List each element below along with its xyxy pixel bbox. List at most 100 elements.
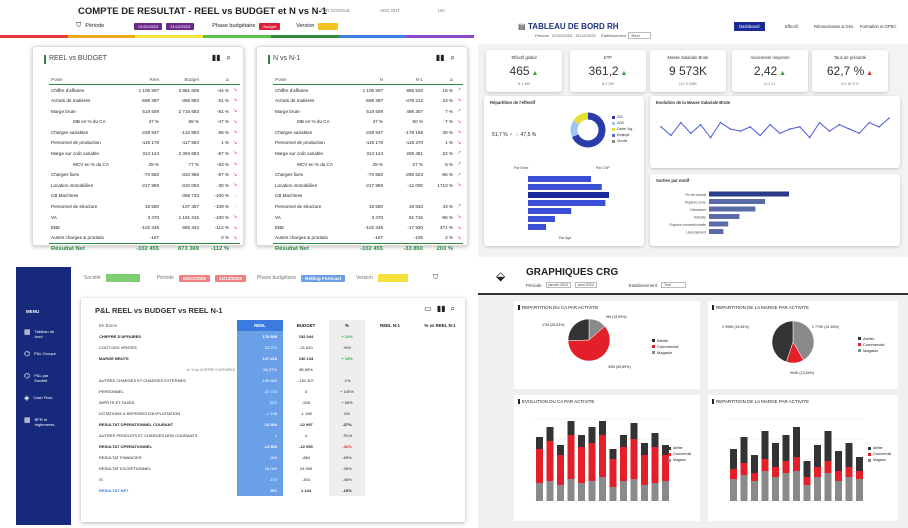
search-icon[interactable]: ⌕ xyxy=(450,53,455,62)
bar-chart-icon[interactable]: ▮▮ xyxy=(211,53,221,62)
date-from[interactable]: janvier 2023 xyxy=(545,282,572,288)
date-to[interactable]: 31/12/2025 xyxy=(214,274,246,282)
bar-segment xyxy=(845,477,853,501)
version-select[interactable] xyxy=(377,274,408,282)
reel-n1-cell xyxy=(365,419,415,430)
legend-swatch xyxy=(612,115,615,119)
phase-select[interactable]: Rolling Forecast xyxy=(301,274,346,282)
nav-dashboard[interactable]: Dashboard xyxy=(734,22,765,31)
date-to[interactable]: 31/12/2024 xyxy=(166,22,195,30)
total-cell xyxy=(455,243,464,255)
etab-select[interactable]: Réel xyxy=(628,32,651,39)
nav-formation[interactable]: Formation et GPEC xyxy=(860,24,897,29)
cell-value: 486 307 xyxy=(406,108,423,114)
date-to[interactable]: 31/12/2023 xyxy=(575,33,596,38)
sidebar-item[interactable]: ▦ BFR et règlements xyxy=(24,417,61,427)
reel-n1-cell xyxy=(365,485,415,496)
masse-point xyxy=(789,128,791,130)
bar-segment xyxy=(578,435,585,447)
societe-select[interactable] xyxy=(105,274,140,282)
legend-label: Atelier xyxy=(673,446,683,450)
bar-segment xyxy=(803,485,811,501)
trend-icon: ↘ xyxy=(233,108,238,115)
table-row: MB en % du CA 47 % 88 % -47 % ↘ xyxy=(49,116,240,127)
legend-swatch xyxy=(858,336,861,340)
sidebar-item[interactable]: ⌬ P&L Groupe xyxy=(24,351,60,358)
legend-label: Magasin xyxy=(863,347,879,353)
hr-dashboard-quadrant: ▤ TABLEAU DE BORD RH Période 01/01/2023 … xyxy=(478,0,908,257)
sortie-label: Fin de contrat xyxy=(685,193,706,197)
pct-n1-cell xyxy=(415,463,465,474)
cell-value: 3 470 xyxy=(147,214,160,220)
pct-n1-cell xyxy=(415,419,465,430)
pie-label: 904K (13,54%) xyxy=(790,371,814,375)
row-label: AUTRES PRODUITS ET CHARGES NON COURANTS xyxy=(99,433,198,438)
pnl-groupe-quadrant: MENU ▦ Tableau de bord ⌬ P&L Groupe ⌬ P&L par… xyxy=(0,263,474,528)
date-from[interactable]: 01/01/2025 xyxy=(178,274,210,282)
table-row: MARGE BRUTE 147 416 130 134 + 13% xyxy=(97,353,465,364)
header-link-1[interactable]: TDR GOOGLE xyxy=(320,8,351,13)
pnl-quadrant: COMPTE DE RESULTAT - REEL vs BUDGET et N… xyxy=(0,0,474,257)
date-to[interactable]: avril 2023 xyxy=(575,282,597,288)
kpi-label: Effectif global xyxy=(511,55,537,60)
periode-label: Période xyxy=(156,275,174,281)
panel-title: EVOLUTION DU CA PAR ACTIVITE xyxy=(517,399,595,404)
pct-cell: +6% xyxy=(329,342,365,353)
header-link-3[interactable]: IXII xyxy=(438,8,445,13)
trend-icon: ↘ xyxy=(457,97,462,104)
reel-vs-budget-card: REEL vs BUDGET ▮▮ ⌕ Poste Réel Budget Δ Chiff… xyxy=(32,46,244,255)
trend-icon: ↗ xyxy=(457,171,462,178)
calendar-icon[interactable]: ▭ xyxy=(424,304,432,313)
divider xyxy=(478,293,908,295)
sidebar-item[interactable]: ▦ Tableau de bord xyxy=(24,329,61,339)
sortie-bar xyxy=(709,229,724,234)
header-link-2[interactable]: ADS OUT xyxy=(380,8,401,13)
row-label: AUTRES CHARGES ET CHARGES EXTERNES xyxy=(99,378,186,383)
sortie-bar xyxy=(709,191,789,197)
date-from[interactable]: 01/01/2024 xyxy=(134,22,163,30)
etab-select[interactable]: Tout xyxy=(660,282,686,288)
filter-icon[interactable]: ⛉ xyxy=(432,274,439,281)
cell-value: -100 % xyxy=(214,193,229,199)
nav-effectif[interactable]: Effectif xyxy=(785,24,798,29)
phase-select[interactable]: Budget xyxy=(259,22,281,30)
pie-slice xyxy=(792,320,815,361)
reel-budget-table: Poste Réel Budget Δ Chiffre d'affaires 1 106 … xyxy=(49,74,240,255)
sidebar-item[interactable]: ◈ Cash Flow xyxy=(24,395,59,402)
bar-segment xyxy=(651,483,659,501)
version-select[interactable]: V1 xyxy=(318,22,339,30)
budget-cell: 4 xyxy=(304,433,308,438)
row-label: Marge brute xyxy=(51,108,76,114)
sortie-label: Démission xyxy=(690,208,706,212)
quad-divider-h xyxy=(0,257,908,263)
search-icon[interactable]: ⌕ xyxy=(450,304,455,313)
ca-pie-chart xyxy=(567,318,611,362)
table-row: RESULTAT OPERATIONNEL COURANT -14 564 -22 … xyxy=(97,419,465,430)
cell-value: -310 093 xyxy=(180,182,199,188)
kpi-value: 62,7 % ▲ xyxy=(826,64,874,78)
bar-chart-icon[interactable]: ▮▮ xyxy=(436,304,446,313)
legend-swatch xyxy=(868,446,871,450)
row-label: VA xyxy=(51,214,57,220)
bar-segment xyxy=(856,457,863,471)
table-row: Marge brute 518 509 486 307 7 % ↗ xyxy=(273,106,463,117)
date-from[interactable]: 01/01/2023 xyxy=(552,33,573,38)
total-cell: -33 850 xyxy=(385,243,425,255)
bar-segment xyxy=(641,443,648,455)
kpi-label: Ancienneté moyenne xyxy=(750,55,790,60)
sidebar-item[interactable]: ⌬ P&L par Société xyxy=(24,373,60,383)
sorties-bar-chart: Fin de contrat Rupture conv. Démission Retr… xyxy=(669,191,789,235)
search-icon[interactable]: ⌕ xyxy=(226,53,231,62)
reel-cell: - 23 272 xyxy=(237,342,283,353)
bar-chart-icon[interactable]: ▮▮ xyxy=(435,53,445,62)
bar-segment xyxy=(599,435,606,477)
pct-n1-cell xyxy=(415,430,465,441)
reel-cell: -170 xyxy=(237,474,283,485)
ca-stacked-bar-chart xyxy=(534,418,670,501)
age-bar-chart xyxy=(528,176,609,230)
total-cell: -102 455 xyxy=(127,243,161,255)
nav-remuneration[interactable]: Rémunération & Gén. xyxy=(814,24,855,29)
bar-segment xyxy=(835,481,842,501)
cell-value: 15 500 xyxy=(144,203,159,209)
cell-value: -107 457 xyxy=(180,203,199,209)
